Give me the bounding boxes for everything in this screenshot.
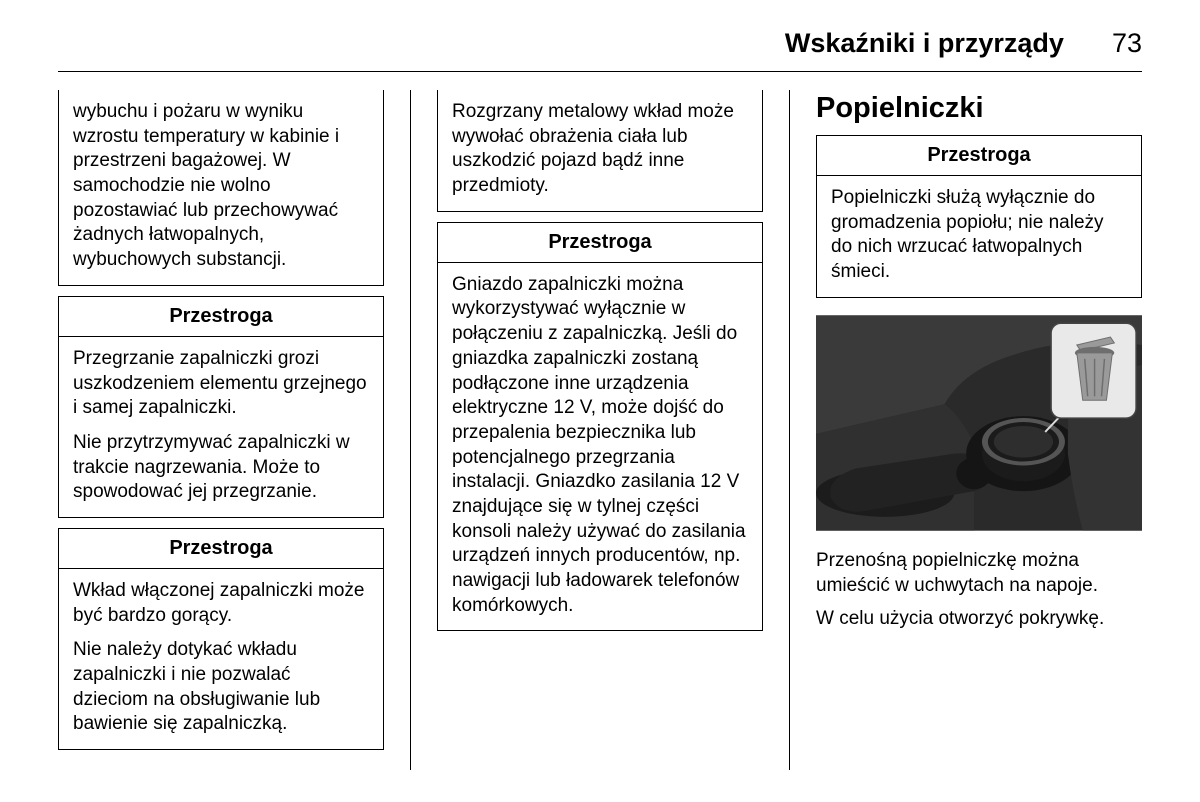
warning-box-continued: wybuchu i pożaru w wyniku wzrostu temper… <box>58 90 384 286</box>
paragraph: Wkład włączonej zapalniczki może być bar… <box>73 579 369 628</box>
warning-box: Przestroga Gniazdo zapalniczki można wyk… <box>437 222 763 632</box>
columns: wybuchu i pożaru w wyniku wzrostu temper… <box>58 90 1142 770</box>
warning-box: Przestroga Popielniczki służą wyłącznie … <box>816 135 1142 298</box>
warning-box: Przestroga Wkład włączonej zapalniczki m… <box>58 528 384 750</box>
warning-body: Wkład włączonej zapalniczki może być bar… <box>59 569 383 749</box>
warning-body: Rozgrzany metalowy wkład może wywołać ob… <box>438 90 762 211</box>
page-header: Wskaźniki i przyrządy 73 <box>58 28 1142 72</box>
paragraph: Przenośną popielniczkę można umieścić w … <box>816 548 1142 598</box>
paragraph: Rozgrzany metalowy wkład może wywołać ob… <box>452 100 748 199</box>
column-1: wybuchu i pożaru w wyniku wzrostu temper… <box>58 90 411 770</box>
warning-body: Popielniczki służą wyłącznie do gromadze… <box>817 176 1141 297</box>
page-number: 73 <box>1112 28 1142 59</box>
column-2: Rozgrzany metalowy wkład może wywołać ob… <box>437 90 790 770</box>
paragraph: Gniazdo zapalniczki można wykorzystywać … <box>452 273 748 619</box>
paragraph: wybuchu i pożaru w wyniku wzrostu temper… <box>73 100 369 273</box>
paragraph: Nie należy dotykać wkładu zapalniczki i … <box>73 638 369 737</box>
warning-title: Przestroga <box>817 136 1141 176</box>
warning-box-continued: Rozgrzany metalowy wkład może wywołać ob… <box>437 90 763 212</box>
warning-body: Gniazdo zapalniczki można wykorzystywać … <box>438 263 762 631</box>
paragraph: W celu użycia otworzyć pokrywkę. <box>816 606 1142 631</box>
page: Wskaźniki i przyrządy 73 wybuchu i pożar… <box>0 0 1200 802</box>
warning-body: Przegrzanie zapalniczki grozi uszkodzeni… <box>59 337 383 517</box>
warning-title: Przestroga <box>59 297 383 337</box>
section-heading-ashtrays: Popielniczki <box>816 92 1142 125</box>
warning-box: Przestroga Przegrzanie zapalniczki grozi… <box>58 296 384 518</box>
warning-title: Przestroga <box>59 529 383 569</box>
ashtray-illustration <box>816 314 1142 532</box>
warning-body: wybuchu i pożaru w wyniku wzrostu temper… <box>59 90 383 285</box>
header-title: Wskaźniki i przyrządy <box>785 28 1064 59</box>
paragraph: Nie przytrzymywać zapalniczki w trakcie … <box>73 431 369 505</box>
paragraph: Popielniczki służą wyłącznie do gromadze… <box>831 186 1127 285</box>
paragraph: Przegrzanie zapalniczki grozi uszkodzeni… <box>73 347 369 421</box>
column-3: Popielniczki Przestroga Popielniczki słu… <box>816 90 1142 770</box>
warning-title: Przestroga <box>438 223 762 263</box>
